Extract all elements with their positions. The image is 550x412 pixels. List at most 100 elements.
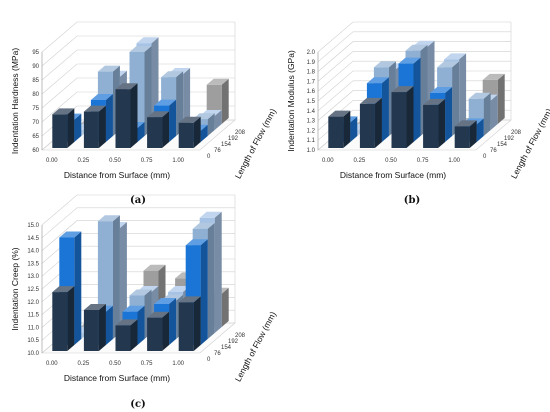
y-tick-label: 95	[32, 50, 39, 56]
bar	[83, 304, 106, 351]
bar-side	[105, 305, 113, 345]
bar-top	[161, 71, 184, 78]
bar-top	[59, 231, 82, 238]
y-tick-label: 80	[32, 92, 39, 98]
bar-top	[129, 46, 152, 52]
chart-panel-c: 10.0 10.5 11.0 11.5 12.0 12.5 13.0 13.5 14.0 14.5…	[10, 194, 278, 384]
bar-front	[454, 126, 470, 148]
bar-side	[350, 116, 358, 142]
bar	[423, 98, 446, 148]
x-tick-label: 0.25	[78, 158, 90, 164]
gridline	[41, 194, 235, 226]
bar	[147, 311, 170, 351]
x-tick-label: 0.00	[322, 158, 334, 164]
z-tick-label: 154	[221, 345, 232, 351]
bar-top	[52, 108, 75, 115]
x-axis-title: Distance from Surface (mm)	[64, 373, 170, 383]
y-tick-label: 15.0	[27, 223, 39, 229]
y-tick-label: 1.9	[307, 60, 316, 66]
bar-side	[200, 239, 208, 345]
bar-front	[52, 292, 68, 351]
panel-label-b: (b)	[404, 195, 420, 206]
bar-side	[74, 113, 82, 142]
bar-side	[221, 287, 229, 327]
bar-side	[193, 296, 201, 351]
y-tick-label: 60	[32, 148, 39, 154]
bar-top	[454, 120, 477, 127]
y-tick-label: 14.0	[27, 249, 39, 255]
y-tick-label: 10.5	[27, 338, 39, 344]
bar-side	[207, 222, 215, 339]
z-tick-label: 192	[228, 339, 239, 345]
bar	[52, 286, 75, 351]
bar-top	[199, 211, 222, 218]
z-tick-label: 0	[207, 357, 211, 363]
bar-top	[154, 298, 177, 304]
bar	[391, 86, 414, 148]
bar-side	[459, 53, 467, 130]
z-tick-label: 208	[235, 333, 246, 339]
y-tick-label: 11.0	[28, 325, 40, 331]
bar-front	[328, 116, 344, 148]
y-axis-title: Indentation Hardness (MPa)	[10, 48, 20, 154]
x-tick-label: 0.50	[385, 158, 397, 164]
bar-side	[469, 120, 477, 148]
bar-side	[130, 83, 138, 148]
y-tick-label: 12.0	[27, 300, 39, 306]
y-tick-label: 1.5	[307, 99, 316, 105]
bar-side	[490, 94, 498, 130]
z-tick-label: 0	[207, 154, 211, 160]
bar-front	[359, 103, 375, 148]
bar-front	[391, 92, 407, 148]
gridline	[317, 41, 511, 72]
bars	[52, 37, 229, 148]
bars	[52, 211, 229, 351]
gridline	[41, 49, 235, 81]
bar-top	[115, 83, 138, 90]
bar-top	[122, 305, 145, 312]
bar-side	[214, 211, 222, 333]
x-axis-title: Distance from Surface (mm)	[64, 170, 170, 180]
bar-top	[482, 73, 505, 80]
bar-top	[83, 105, 106, 112]
bar	[83, 105, 106, 148]
bar-side	[98, 105, 106, 148]
bar	[52, 108, 75, 148]
y-axis-title: Indentation Modulus (GPa)	[286, 50, 296, 152]
y-tick-label: 1.2	[307, 128, 316, 134]
z-axis-title: Length of Flow (mm)	[233, 107, 278, 181]
bar-side	[221, 78, 229, 124]
bar-side	[374, 97, 382, 148]
bar-top	[115, 319, 138, 326]
bar-top	[206, 78, 229, 85]
bar-top	[147, 311, 170, 318]
y-tick-label: 10.0	[27, 351, 39, 357]
bar-top	[83, 304, 106, 310]
x-tick-label: 0.75	[417, 158, 429, 164]
bar-side	[119, 222, 127, 333]
z-tick-label: 76	[214, 148, 221, 154]
x-tick-label: 0.00	[46, 361, 58, 367]
bar-top	[90, 94, 113, 100]
bar-top	[178, 296, 201, 303]
gridline	[317, 21, 511, 53]
z-tick-label: 192	[228, 136, 239, 142]
bar-top	[154, 99, 177, 106]
gridline	[41, 63, 235, 95]
bar-top	[178, 116, 201, 123]
bar	[115, 83, 138, 148]
bar-top	[185, 239, 208, 246]
x-axis-title: Distance from Surface (mm)	[340, 170, 446, 180]
bar-front	[52, 114, 68, 148]
z-axis-title: Length of Flow (mm)	[509, 107, 550, 181]
y-tick-label: 1.3	[307, 119, 316, 125]
z-axis-title: Length of Flow (mm)	[233, 310, 278, 384]
y-tick-label: 13.5	[27, 261, 39, 267]
y-tick-label: 1.1	[307, 138, 316, 144]
chart-panel-b: 1.0 1.1 1.2 1.3 1.4 1.5 1.6 1.7 1.8 1.9 2.0 0.00 0.2…	[286, 21, 550, 181]
bar	[178, 296, 201, 351]
bar-side	[74, 231, 82, 345]
bar-side	[144, 46, 152, 136]
bar-top	[147, 111, 170, 118]
